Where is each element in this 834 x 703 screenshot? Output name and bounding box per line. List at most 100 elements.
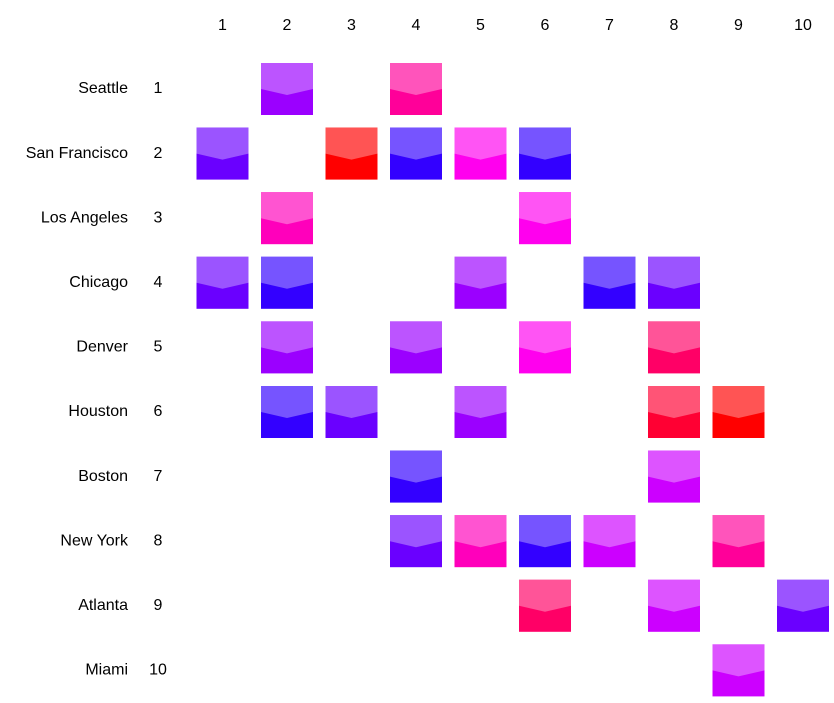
heatmap-cell [712,644,765,697]
column-label: 8 [670,17,679,34]
cell-highlight [261,256,313,289]
cell-highlight [454,256,507,289]
row-index: 6 [154,403,163,420]
row-label: New York [60,532,129,549]
heatmap-cell [519,515,571,568]
cell-highlight [712,515,765,548]
heatmap-cell [454,515,507,568]
heatmap-cell [583,515,636,568]
row-index: 5 [154,339,163,356]
heatmap-cell [390,127,442,180]
cell-highlight [648,579,700,612]
cell-highlight [519,127,571,160]
cell-highlight [648,386,700,418]
heatmap-cell [777,579,829,632]
cell-highlight [519,192,571,225]
row-index: 3 [154,209,163,226]
heatmap-cell [648,579,700,632]
cell-highlight [196,127,249,160]
row-index: 1 [154,80,163,97]
heatmap-cell [454,256,507,309]
heatmap-cell [648,321,700,374]
cell-highlight [325,127,378,160]
row-label: San Francisco [26,145,128,162]
cell-highlight [648,256,700,289]
cell-highlight [519,579,571,612]
cell-highlight [390,450,442,483]
heatmap-cell [454,386,507,438]
column-label: 2 [283,17,292,34]
heatmap-cell [390,450,442,503]
row-indices: 1 2 3 4 5 6 7 8 9 10 [149,80,167,678]
cell-highlight [583,515,636,548]
row-index: 2 [154,145,163,162]
column-label: 4 [412,17,421,34]
column-labels: 1 2 3 4 5 6 7 8 9 10 [218,17,812,34]
column-label: 3 [347,17,356,34]
heatmap-cell [519,127,571,180]
column-label: 1 [218,17,227,34]
cell-highlight [519,515,571,548]
heatmap-cell [196,127,249,180]
heatmap-cell [261,321,313,374]
cell-highlight [583,256,636,289]
cell-highlight [712,386,765,418]
row-index: 8 [154,532,163,549]
cell-highlight [454,515,507,548]
heatmap-cell [454,127,507,180]
row-label: Denver [76,339,128,356]
column-label: 7 [605,17,614,34]
cell-highlight [261,63,313,95]
cell-highlight [261,321,313,354]
heatmap-cell [519,321,571,374]
heatmap-cell [712,386,765,438]
row-index: 9 [154,597,163,614]
heatmap-cell [261,63,313,115]
heatmap-cell [325,386,378,438]
cell-highlight [261,386,313,418]
cell-highlight [454,127,507,160]
heatmap-cell [648,386,700,438]
column-label: 5 [476,17,485,34]
heatmap-cell [648,450,700,503]
cell-highlight [648,321,700,354]
row-label: Boston [78,468,128,485]
cell-highlight [390,127,442,160]
heatmap-cell [390,515,442,568]
heatmap-cell [325,127,378,180]
cell-highlight [390,321,442,354]
heatmap-cell [261,192,313,245]
heatmap-cell [390,63,442,115]
column-label: 9 [734,17,743,34]
row-labels: Seattle San Francisco Los Angeles Chicago De… [26,80,129,678]
cell-highlight [648,450,700,483]
row-index: 7 [154,468,163,485]
heatmap-cell [390,321,442,374]
row-index: 10 [149,662,167,679]
row-label: Chicago [69,274,128,291]
heatmap-cells [196,63,829,697]
heatmap-cell [261,256,313,309]
row-index: 4 [154,274,163,291]
cell-highlight [325,386,378,418]
cell-highlight [261,192,313,225]
heatmap-cell [261,386,313,438]
column-label: 6 [541,17,550,34]
heatmap-cell [712,515,765,568]
row-label: Houston [68,403,128,420]
row-label: Miami [85,662,128,679]
cell-highlight [519,321,571,354]
cell-highlight [712,644,765,677]
heatmap-cell [519,579,571,632]
cell-highlight [454,386,507,418]
column-label: 10 [794,17,812,34]
heatmap-cell [648,256,700,309]
cell-highlight [196,256,249,289]
heatmap-cell [519,192,571,245]
cell-highlight [777,579,829,612]
row-label: Atlanta [78,597,128,614]
heatmap-cell [196,256,249,309]
row-label: Los Angeles [41,209,128,226]
cell-highlight [390,63,442,95]
